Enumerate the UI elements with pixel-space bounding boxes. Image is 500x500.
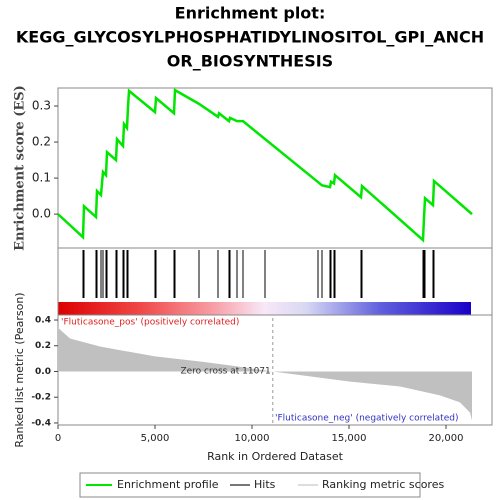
y-axis-label: Ranked list metric (Pearson) (13, 292, 26, 447)
legend-label: Ranking metric scores (322, 478, 444, 491)
y-tick-label: 0.1 (32, 171, 51, 185)
plot-frame (57, 87, 493, 426)
legend-label: Enrichment profile (117, 478, 219, 491)
y-tick-label: 0.0 (35, 367, 51, 377)
y-tick-label: -0.4 (31, 418, 51, 428)
x-axis-label: Rank in Ordered Dataset (207, 450, 344, 463)
y-tick-label: 0.3 (32, 99, 51, 113)
y-tick-label: 0.0 (32, 207, 51, 221)
metric-area (58, 327, 472, 421)
x-tick-label: 0 (55, 433, 61, 444)
x-tick-label: 20,000 (429, 433, 464, 444)
x-tick-label: 5,000 (141, 433, 170, 444)
chart-title: Enrichment plot: (175, 4, 326, 23)
x-tick-label: 15,000 (332, 433, 367, 444)
annotation: 'Fluticasone_neg' (negatively correlated… (275, 414, 458, 424)
annotation: 'Fluticasone_pos' (positively correlated… (61, 318, 239, 328)
legend-label: Hits (254, 478, 276, 491)
chart-title: KEGG_GLYCOSYLPHOSPHATIDYLINOSITOL_GPI_AN… (16, 28, 484, 47)
chart-title: OR_BIOSYNTHESIS (167, 52, 333, 71)
y-axis-label: Enrichment score (ES) (13, 85, 28, 251)
rank-color-bar (58, 302, 471, 315)
y-tick-label: 0.4 (35, 316, 51, 326)
annotation: Zero cross at 11071 (180, 367, 270, 377)
y-tick-label: 0.2 (35, 341, 51, 351)
enrichment-line (57, 88, 473, 243)
x-tick-label: 10,000 (235, 433, 270, 444)
y-tick-label: -0.2 (31, 393, 51, 403)
y-tick-label: 0.2 (32, 135, 51, 149)
